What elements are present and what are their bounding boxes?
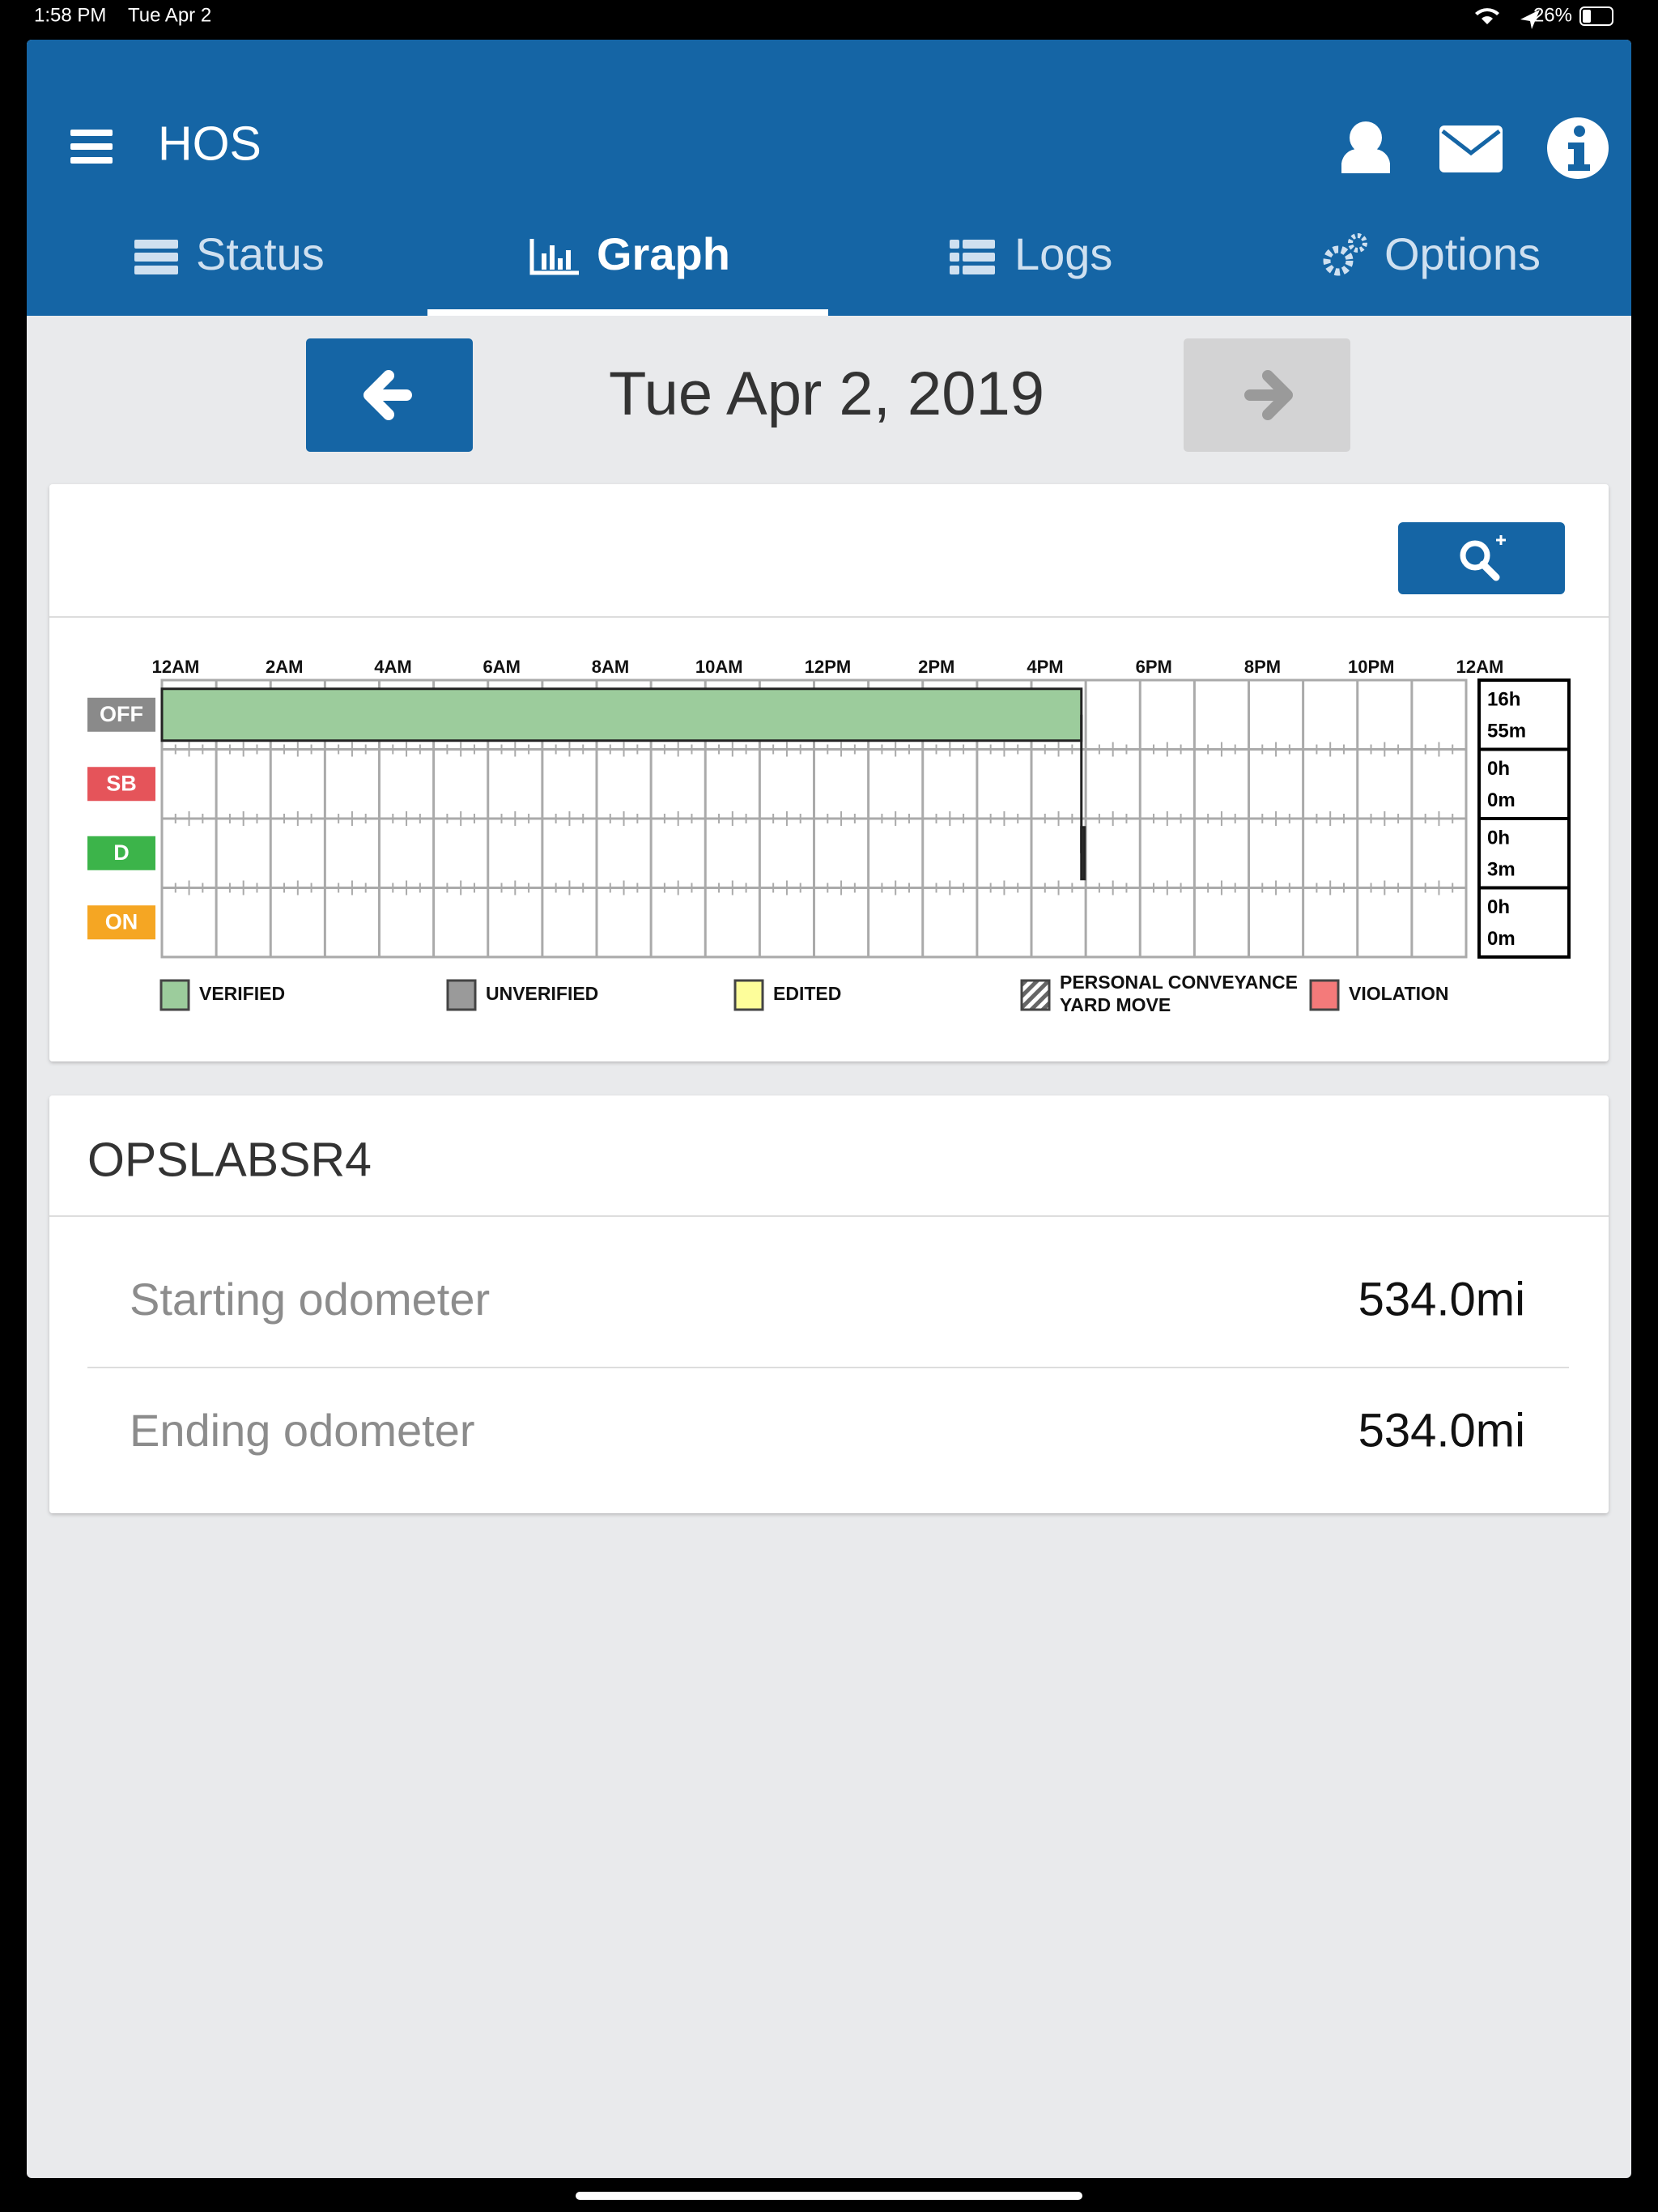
legend-label: VIOLATION bbox=[1349, 983, 1449, 1004]
active-tab-indicator bbox=[427, 309, 828, 316]
tab-icon bbox=[134, 253, 178, 262]
tab-icon bbox=[1348, 233, 1367, 253]
profile-button[interactable] bbox=[1341, 121, 1390, 173]
hour-label: 6AM bbox=[483, 657, 521, 677]
hour-label: 8AM bbox=[592, 657, 629, 677]
home-indicator bbox=[576, 2192, 1082, 2200]
tab-icon bbox=[1323, 245, 1354, 276]
row-label: Starting odometer bbox=[130, 1274, 490, 1325]
messages-button[interactable] bbox=[1439, 125, 1503, 172]
tab[interactable]: Logs bbox=[950, 228, 1112, 279]
legend-swatch bbox=[446, 979, 477, 1011]
status-icons bbox=[1475, 6, 1613, 29]
tab-label: Options bbox=[1384, 228, 1541, 279]
legend-label: UNVERIFIED bbox=[486, 983, 598, 1004]
status-time: 1:58 PM bbox=[34, 4, 106, 26]
status-badge bbox=[87, 767, 155, 802]
legend-label: VERIFIED bbox=[199, 983, 285, 1004]
hour-label: 12AM bbox=[152, 657, 200, 677]
hour-label: 8PM bbox=[1244, 657, 1281, 677]
status-total: 0h bbox=[1487, 827, 1510, 849]
tab-icon bbox=[529, 239, 579, 275]
tab[interactable]: Options bbox=[1323, 228, 1541, 279]
legend-swatch bbox=[733, 979, 764, 1011]
status-total: 0m bbox=[1487, 789, 1516, 811]
app-header bbox=[27, 40, 1631, 316]
hour-label: 10AM bbox=[695, 657, 743, 677]
status-label: SB bbox=[106, 771, 137, 795]
tab-icon bbox=[963, 253, 995, 262]
legend-label: EDITED bbox=[773, 983, 841, 1004]
info-button[interactable] bbox=[1547, 117, 1609, 179]
status-label: OFF bbox=[100, 702, 143, 726]
row-divider bbox=[87, 1367, 1569, 1368]
status-total: 0h bbox=[1487, 758, 1510, 780]
legend-swatch bbox=[159, 979, 190, 1011]
current-date: Tue Apr 2, 2019 bbox=[609, 359, 1044, 428]
vehicle-card bbox=[49, 1095, 1609, 1513]
tab-icon bbox=[134, 240, 178, 249]
hour-label: 2AM bbox=[266, 657, 303, 677]
tab-icon bbox=[950, 253, 959, 262]
app-title: HOS bbox=[158, 117, 261, 171]
tab-label: Status bbox=[196, 228, 325, 279]
total-box bbox=[1477, 747, 1571, 820]
status-total: 16h bbox=[1487, 688, 1520, 710]
row-label: Ending odometer bbox=[130, 1405, 475, 1456]
hour-label: 12PM bbox=[805, 657, 851, 677]
tab-label: Graph bbox=[597, 228, 730, 279]
hour-label: 10PM bbox=[1348, 657, 1394, 677]
card-divider bbox=[49, 1215, 1609, 1217]
legend-swatch bbox=[1309, 979, 1340, 1011]
status-total: 0h bbox=[1487, 896, 1510, 918]
tab-icon bbox=[566, 250, 571, 270]
vehicle-name: OPSLABSR4 bbox=[87, 1134, 372, 1187]
total-box bbox=[1477, 678, 1571, 751]
status-total: 3m bbox=[1487, 858, 1516, 880]
legend-label: PERSONAL CONVEYANCE bbox=[1060, 972, 1298, 993]
legend-swatch bbox=[1020, 979, 1051, 1011]
tab[interactable]: Status bbox=[134, 228, 325, 279]
status-total: 0m bbox=[1487, 928, 1516, 950]
total-box bbox=[1477, 886, 1571, 959]
tab-icon bbox=[963, 266, 995, 274]
status-date: Tue Apr 2 bbox=[128, 4, 211, 26]
row-value: 534.0mi bbox=[1358, 1404, 1525, 1457]
duty-segment bbox=[160, 687, 1083, 742]
hour-label: 4PM bbox=[1027, 657, 1063, 677]
battery-level: 26% bbox=[1533, 4, 1572, 26]
tab-icon bbox=[134, 266, 178, 274]
tab-icon bbox=[950, 240, 959, 249]
hour-label: 12AM bbox=[1456, 657, 1504, 677]
card-divider bbox=[49, 616, 1609, 618]
tab[interactable]: Graph bbox=[529, 228, 730, 279]
tab-icon bbox=[558, 258, 563, 270]
hour-label: 2PM bbox=[918, 657, 954, 677]
tab-label: Logs bbox=[1014, 228, 1112, 279]
zoom-button[interactable] bbox=[1398, 522, 1565, 594]
duty-segment bbox=[1080, 826, 1086, 881]
previous-day-button[interactable] bbox=[306, 338, 473, 452]
hour-label: 6PM bbox=[1136, 657, 1172, 677]
total-box bbox=[1477, 817, 1571, 890]
row-value: 534.0mi bbox=[1358, 1273, 1525, 1325]
tab-icon bbox=[550, 245, 555, 270]
status-badge bbox=[87, 697, 155, 732]
status-label: ON bbox=[105, 909, 138, 934]
tab-icon bbox=[950, 266, 959, 274]
tab-icon bbox=[542, 253, 546, 270]
status-total: 55m bbox=[1487, 720, 1526, 742]
status-badge bbox=[87, 905, 155, 940]
menu-button[interactable] bbox=[70, 130, 113, 164]
status-badge bbox=[87, 836, 155, 870]
legend-label: YARD MOVE bbox=[1060, 994, 1171, 1015]
tab-icon bbox=[963, 240, 995, 249]
next-day-button bbox=[1184, 338, 1350, 452]
hour-label: 4AM bbox=[374, 657, 411, 677]
status-label: D bbox=[113, 840, 130, 865]
